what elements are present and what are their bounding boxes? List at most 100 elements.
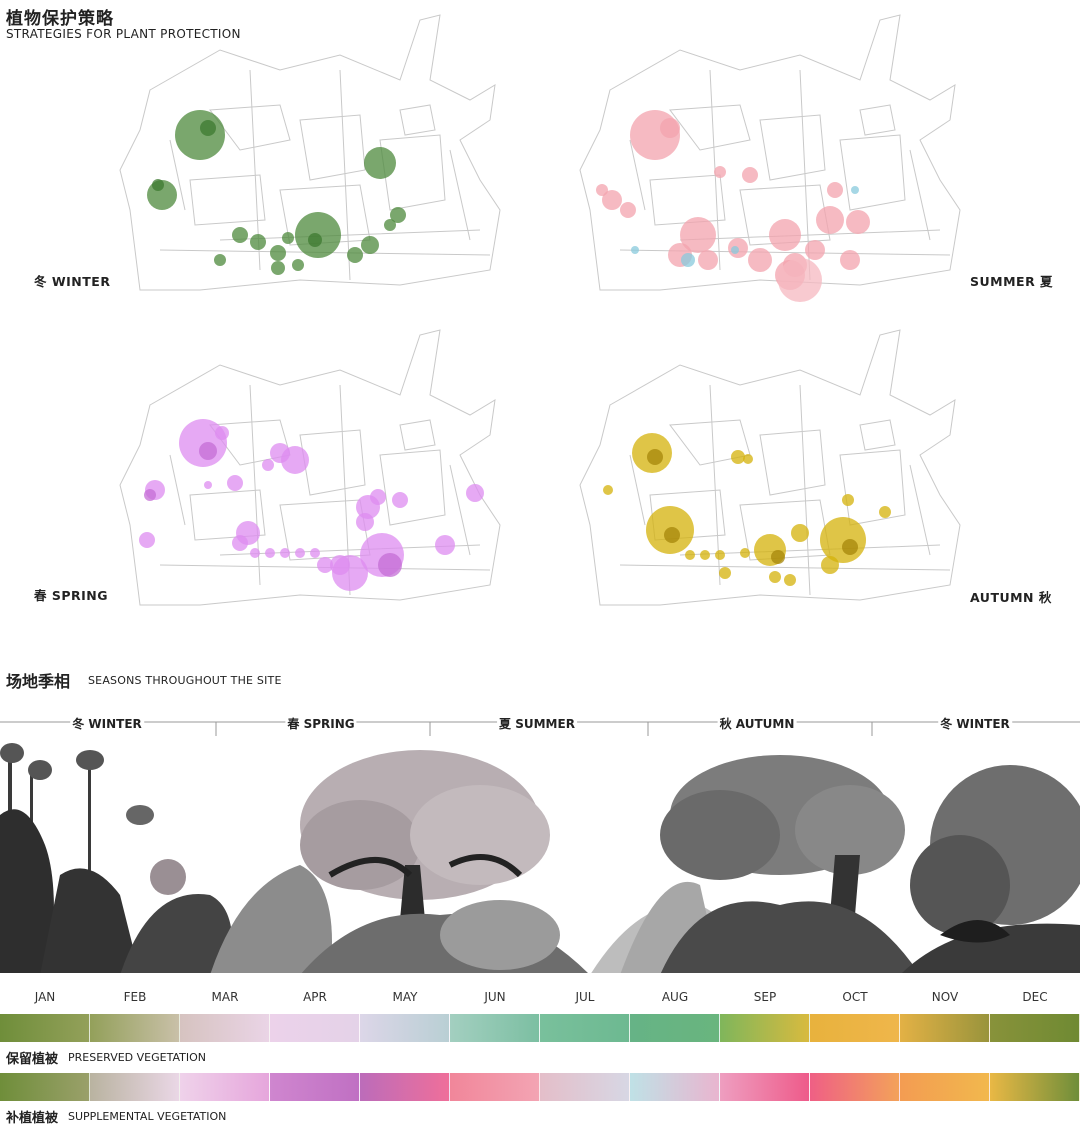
autumn-map [579,329,961,606]
plant-cluster-marker [731,450,745,464]
plant-cluster-marker [771,550,785,564]
plant-cluster-marker [603,485,613,495]
site-plan-outline [379,449,446,526]
plant-cluster-marker [827,182,843,198]
band-segment [360,1014,450,1042]
plant-cluster-marker [390,207,406,223]
plant-cluster-marker [840,250,860,270]
band-segment [180,1073,270,1101]
site-plan-outline [579,14,961,291]
plant-cluster-marker [199,442,217,460]
plant-cluster-marker [175,110,225,160]
band-segment [720,1014,810,1042]
preserved-label-en: PRESERVED VEGETATION [68,1051,206,1064]
band-segment [630,1014,720,1042]
plant-cluster-marker [743,454,753,464]
band-segment [900,1073,990,1101]
preserved-vegetation-band [0,1014,1080,1042]
plant-cluster-marker [179,419,227,467]
band-segment [270,1073,360,1101]
plant-cluster-marker [317,557,333,573]
plant-cluster-marker [820,517,866,563]
plant-cluster-marker [204,481,212,489]
plant-cluster-marker [784,574,796,586]
plant-cluster-marker [769,219,801,251]
plant-cluster-marker [821,556,839,574]
plant-cluster-marker [308,233,322,247]
plant-cluster-marker [647,449,663,465]
band-segment [0,1014,90,1042]
plant-cluster-marker [680,217,716,253]
site-plan-outline [119,329,501,606]
site-plan-outline [299,114,366,181]
timeline-spring: 春 SPRING [285,715,357,732]
site-plan-outline [619,384,951,596]
timeline-winter-start: 冬 WINTER [70,715,144,732]
plant-cluster-marker [748,248,772,272]
plant-cluster-marker [262,459,274,471]
plant-cluster-marker [842,494,854,506]
site-plan-outline [859,419,896,451]
timeline-summer: 夏 SUMMER [497,715,577,732]
plant-cluster-marker [715,550,725,560]
month-label: MAR [211,990,239,1004]
plant-cluster-marker [631,246,639,254]
band-segment [720,1073,810,1101]
plant-cluster-marker [330,555,350,575]
plant-cluster-marker [742,167,758,183]
page-subtitle: STRATEGIES FOR PLANT PROTECTION [6,27,241,41]
plant-cluster-marker [364,147,396,179]
plant-cluster-marker [292,259,304,271]
band-segment [450,1073,540,1101]
band-segment [180,1014,270,1042]
plant-cluster-marker [384,219,396,231]
band-segment [540,1014,630,1042]
plant-cluster-marker [265,548,275,558]
plant-cluster-marker [842,539,858,555]
plant-cluster-marker [846,210,870,234]
plant-cluster-marker [250,234,266,250]
plant-cluster-marker [698,250,718,270]
plant-cluster-marker [596,184,608,196]
band-segment [0,1073,90,1101]
summer-label: SUMMER 夏 [970,274,1054,289]
site-plan-outline [759,114,826,181]
plant-cluster-marker [152,179,164,191]
plant-silhouette-illustration [0,743,1080,973]
band-segment [360,1073,450,1101]
plant-cluster-marker [280,548,290,558]
plant-cluster-marker [282,232,294,244]
plant-cluster-marker [250,548,260,558]
site-plan-outline [299,429,366,496]
site-plan-outline [629,454,931,556]
supplemental-vegetation-band [0,1073,1080,1101]
preserved-label-zh: 保留植被 [6,1052,59,1067]
plant-cluster-marker [719,567,731,579]
plant-cluster-marker [370,489,386,505]
site-plan-outline [399,104,436,136]
plant-cluster-marker [778,258,822,302]
month-label: JUL [575,990,595,1004]
band-segment [810,1073,900,1101]
plant-cluster-marker [356,513,374,531]
site-plan-outline [649,174,726,226]
plant-cluster-marker [361,236,379,254]
plant-cluster-marker [139,532,155,548]
site-plan-outline [859,104,896,136]
winter-map [119,14,501,291]
section-subtitle: SEASONS THROUGHOUT THE SITE [88,674,282,687]
plant-cluster-marker [435,535,455,555]
autumn-label: AUTUMN 秋 [970,590,1052,605]
plant-cluster-marker [232,227,248,243]
month-label: NOV [931,990,959,1004]
site-plan-outline [619,69,951,281]
site-plan-outline [189,489,266,541]
plant-cluster-marker [664,527,680,543]
plant-cluster-marker [620,202,636,218]
band-segment [810,1014,900,1042]
site-plan-outline [839,134,906,211]
month-label: JAN [34,990,56,1004]
plant-cluster-marker [805,240,825,260]
month-label: APR [303,990,327,1004]
plant-cluster-marker [392,492,408,508]
